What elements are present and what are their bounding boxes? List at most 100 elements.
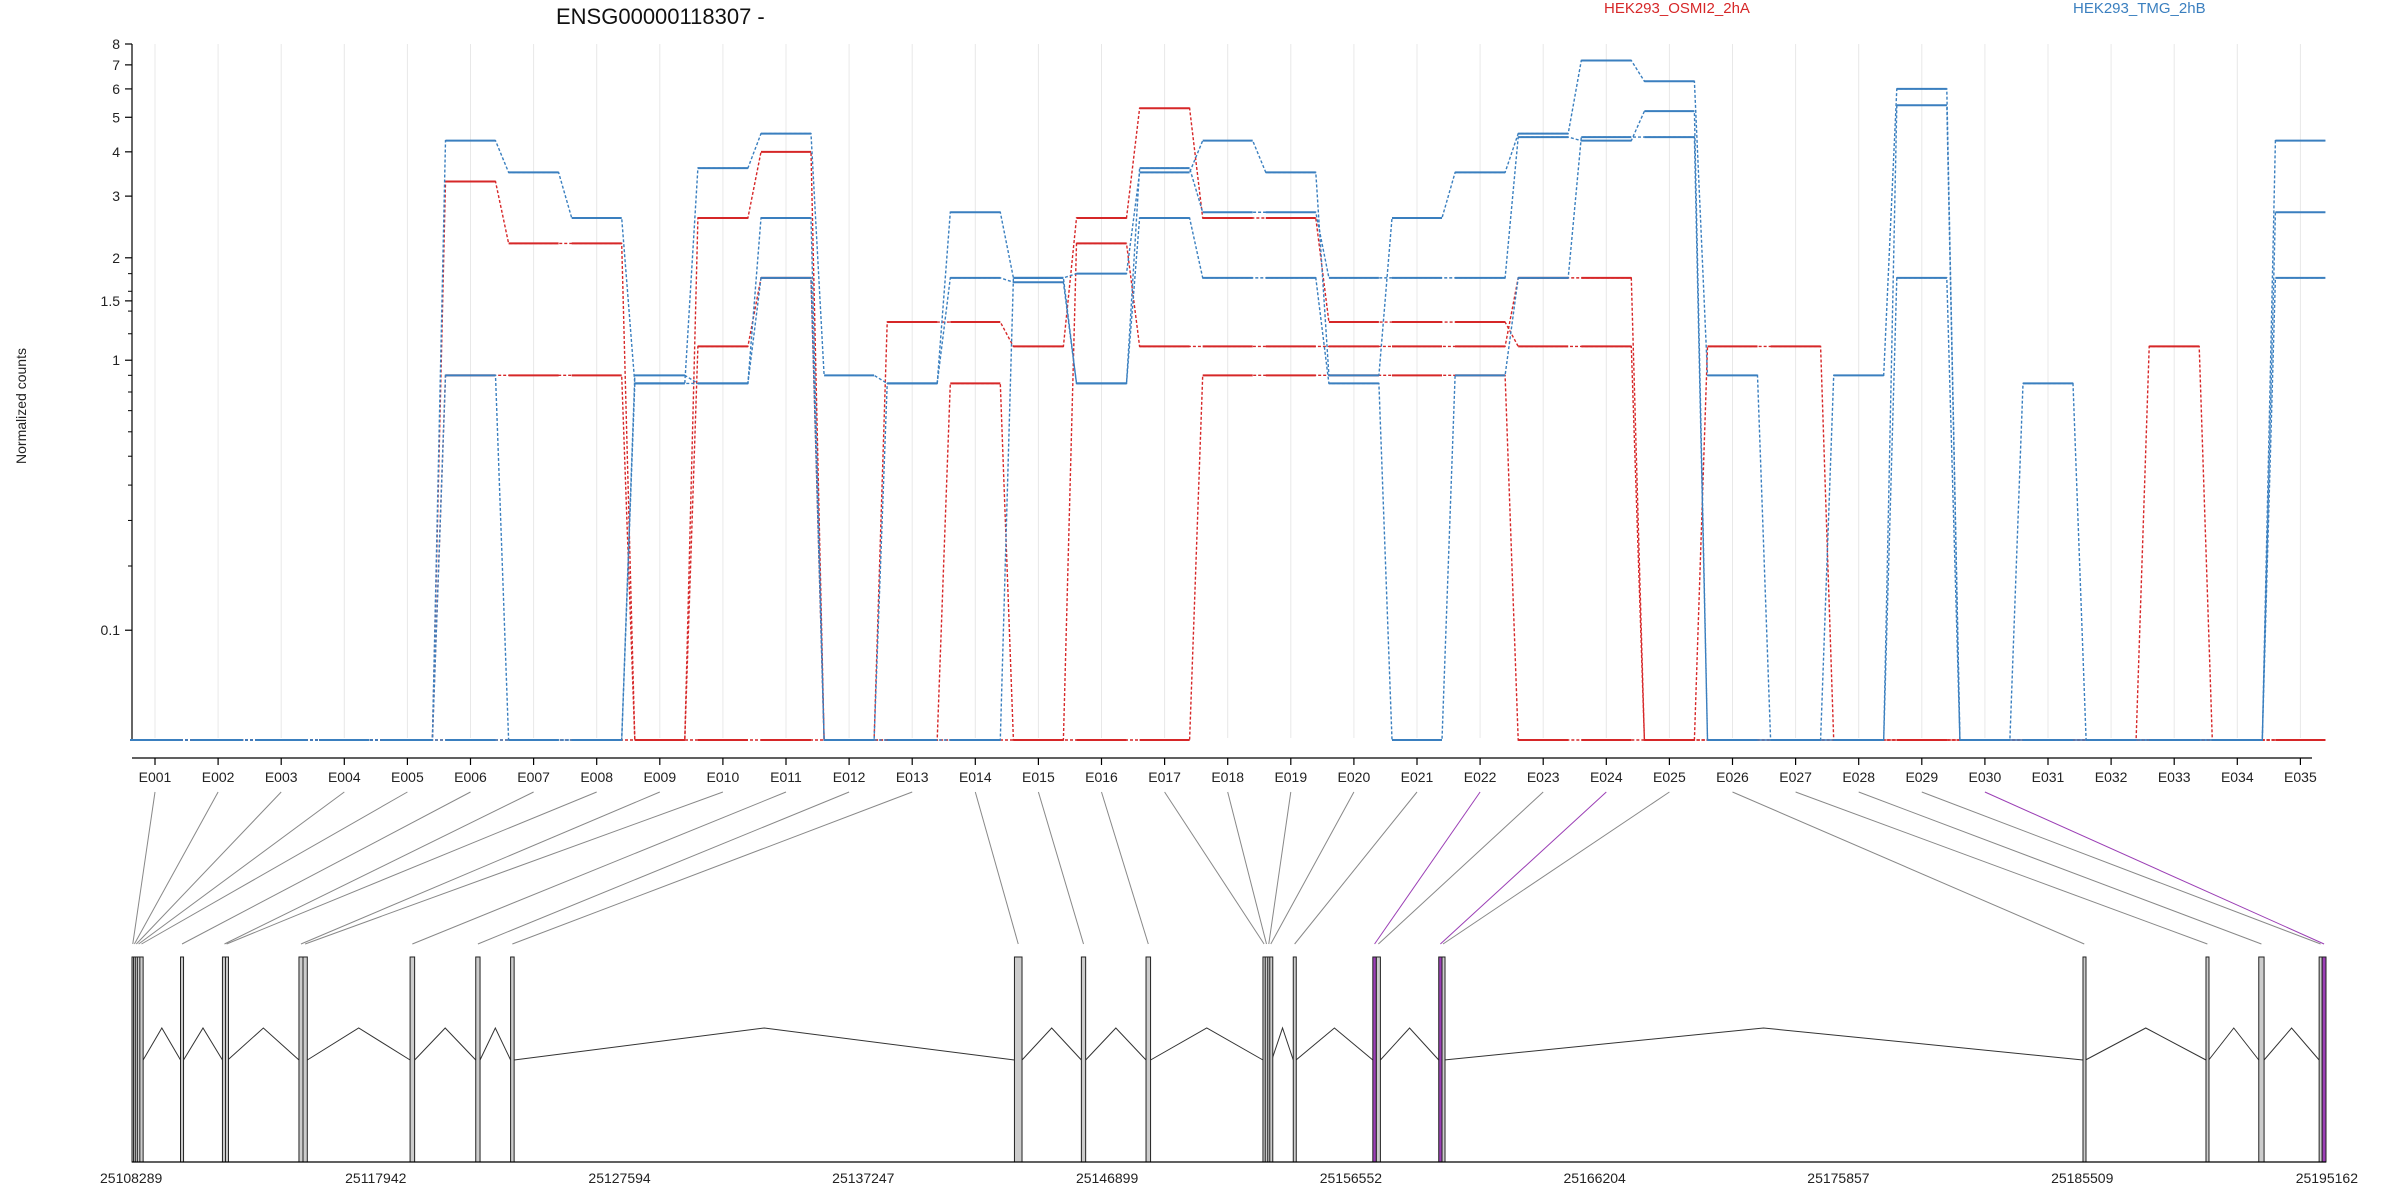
exon-connector [226,791,597,945]
y-tick-label: 4 [112,144,120,160]
x-tick-label: E031 [2032,769,2065,785]
x-tick-label: E023 [1527,769,1560,785]
exon-connector [1378,791,1544,945]
exon-connector [1270,791,1355,945]
exon-connector [1984,791,2325,945]
x-tick-label: E033 [2158,769,2191,785]
exon-connector [1440,791,1607,945]
grid-lines [154,44,2301,738]
exon-connector [181,791,471,945]
exon-box [2258,956,2265,1163]
y-tick-label: 1 [112,352,120,368]
intron-line [307,1027,411,1061]
exon-connector [304,791,724,945]
exon-connector [1374,791,1481,945]
exon-box [180,956,185,1163]
x-axis: E001 E002 E003 E004 E005 E006 E007 E008 E009 E010… [132,757,2317,785]
legend-entry-tmg: HEK293_TMG_2hB [2073,0,2206,17]
exon-connector [132,791,156,945]
x-tick-label: E010 [707,769,740,785]
x-tick-label: E005 [391,769,424,785]
exon-connector [1164,791,1265,945]
genomic-coordinate-label: 25185509 [2051,1170,2114,1186]
x-tick-label: E021 [1401,769,1434,785]
intron-line [183,1027,223,1061]
intron-line [1380,1027,1440,1061]
x-tick-label: E011 [770,769,802,785]
exon-connector [477,791,850,945]
exon-connector [224,791,534,945]
genomic-coordinate-label: 25127594 [588,1170,651,1186]
exon-box [1145,956,1152,1163]
exon-connector [141,791,408,945]
legend-entry-osmi2: HEK293_OSMI2_2hA [1604,0,1750,17]
intron-line [1271,1026,1294,1061]
exon-box [1375,956,1381,1163]
exon-box [1269,956,1274,1163]
exon-box [2321,956,2327,1163]
x-tick-label: E019 [1274,769,1307,785]
x-tick-label: E025 [1653,769,1686,785]
x-tick-label: E008 [580,769,613,785]
exon-box [1013,956,1023,1163]
exon-connector [1037,791,1084,945]
x-tick-label: E024 [1590,769,1623,785]
y-tick-label: 5 [112,109,120,125]
y-axis: 0.1 1 1.5 2 3 4 5 6 7 8 [101,36,133,740]
x-tick-label: E027 [1779,769,1812,785]
x-tick-label: E017 [1148,769,1181,785]
exon-connector [512,791,913,945]
gene-model [131,956,2327,1163]
x-tick-label: E035 [2284,769,2317,785]
x-tick-label: E028 [1842,769,1875,785]
genomic-axis: 25108289 25117942 25127594 25137247 25146899… [100,1161,2359,1186]
x-tick-label: E013 [896,769,929,785]
intron-line [414,1027,477,1061]
exon-connector [1294,791,1418,945]
x-tick-label: E006 [454,769,487,785]
series-line [130,104,2326,741]
genomic-coordinate-label: 25137247 [832,1170,895,1186]
y-axis-label: Normalized counts [13,348,29,464]
intron-line [2208,1027,2260,1061]
intron-line [514,1027,1015,1061]
y-tick-label: 0.1 [101,622,121,638]
x-tick-label: E015 [1022,769,1055,785]
exon-connector [1227,791,1267,945]
exon-box [409,956,416,1163]
chart-title: ENSG00000118307 - [556,4,765,29]
intron-line [1443,1027,2084,1061]
exon-connector [133,791,219,945]
exon-connector [1732,791,2085,945]
exon-box [1441,956,1446,1163]
exon-box [1372,956,1377,1163]
exon-connector [1858,791,2262,945]
intron-line [479,1026,512,1061]
exon-box [510,956,515,1163]
series-5 [130,136,2326,741]
exon-connector [138,791,345,945]
genomic-coordinate-label: 25117942 [345,1170,406,1186]
genomic-coordinate-label: 25156552 [1320,1170,1383,1186]
x-tick-label: E003 [265,769,298,785]
genomic-coordinate-label: 25195162 [2296,1170,2359,1186]
exon-box [2082,956,2087,1163]
intron-line [142,1027,181,1061]
x-tick-label: E012 [833,769,866,785]
exon-connector [135,791,282,945]
x-tick-label: E029 [1905,769,1938,785]
exon-connector [1442,791,1670,945]
exon-box [298,956,304,1163]
x-tick-label: E022 [1464,769,1497,785]
y-tick-label: 1.5 [101,293,121,309]
y-tick-label: 7 [112,57,120,73]
exon-connector [412,791,787,945]
y-tick-label: 8 [112,36,120,52]
exon-connector [1101,791,1149,945]
y-tick-label: 2 [112,250,120,266]
exon-box [1080,956,1087,1163]
exon-connector [1921,791,2321,945]
x-tick-label: E020 [1338,769,1371,785]
x-tick-label: E004 [328,769,361,785]
